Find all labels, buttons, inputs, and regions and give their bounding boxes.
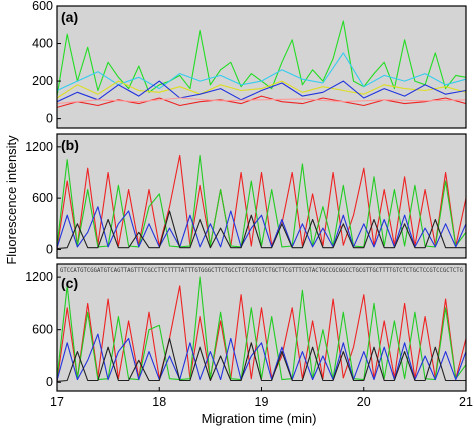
series-line-3: [57, 333, 466, 381]
x-axis-label: Migration time (min): [202, 411, 317, 426]
x-tick-label: 18: [152, 395, 166, 409]
panel-3: GTCCATGTCGGATGTCAGTTAGTTTCGCCTTCTTTTATTT…: [25, 263, 473, 409]
series-line-4: [57, 80, 466, 103]
x-tick-label: 21: [459, 395, 473, 409]
panel-label: (a): [61, 9, 78, 25]
x-tick-label: 17: [50, 395, 64, 409]
plot-frame: [56, 5, 467, 129]
y-tick-label: 0: [46, 112, 53, 126]
panel-1: 0 200 400 600 (a): [32, 0, 467, 129]
series-line-4: [57, 210, 466, 250]
plot-background: [57, 6, 466, 128]
panel-2: 0 600 1200 (b): [25, 133, 467, 259]
y-tick-label: 0: [46, 242, 53, 256]
x-tick-label: 19: [255, 395, 269, 409]
y-axis-label: Fluorescence intensity: [4, 135, 19, 265]
series-group: [57, 154, 466, 250]
y-tick-label: 600: [32, 191, 53, 205]
series-line-6: [57, 97, 466, 105]
y-tick-label: 1200: [25, 270, 53, 284]
plot-frame: [56, 133, 467, 259]
plot-background: [57, 134, 466, 258]
series-line-1: [57, 285, 466, 383]
y-tick-label: 200: [32, 74, 53, 88]
series-group: [57, 276, 466, 383]
y-tick-label: 1200: [25, 140, 53, 154]
panel-label: (c): [61, 275, 78, 291]
series-line-3: [57, 206, 466, 248]
x-tick-label: 20: [357, 395, 371, 409]
y-tick-label: 0: [46, 375, 53, 389]
series-line-2: [57, 52, 466, 91]
series-line-3: [57, 80, 466, 99]
plot-background: [57, 264, 466, 391]
series-group: [57, 20, 466, 108]
series-line-1: [57, 154, 466, 250]
series-line-4: [57, 337, 466, 382]
panel-label: (b): [61, 137, 79, 153]
y-tick-label: 600: [32, 323, 53, 337]
y-tick-label: 600: [32, 0, 53, 13]
y-tick-label: 400: [32, 37, 53, 51]
sequence-text: GTCCATGTCGGATGTCAGTTAGTTTCGCCTTCTTTTATTT…: [60, 267, 463, 274]
